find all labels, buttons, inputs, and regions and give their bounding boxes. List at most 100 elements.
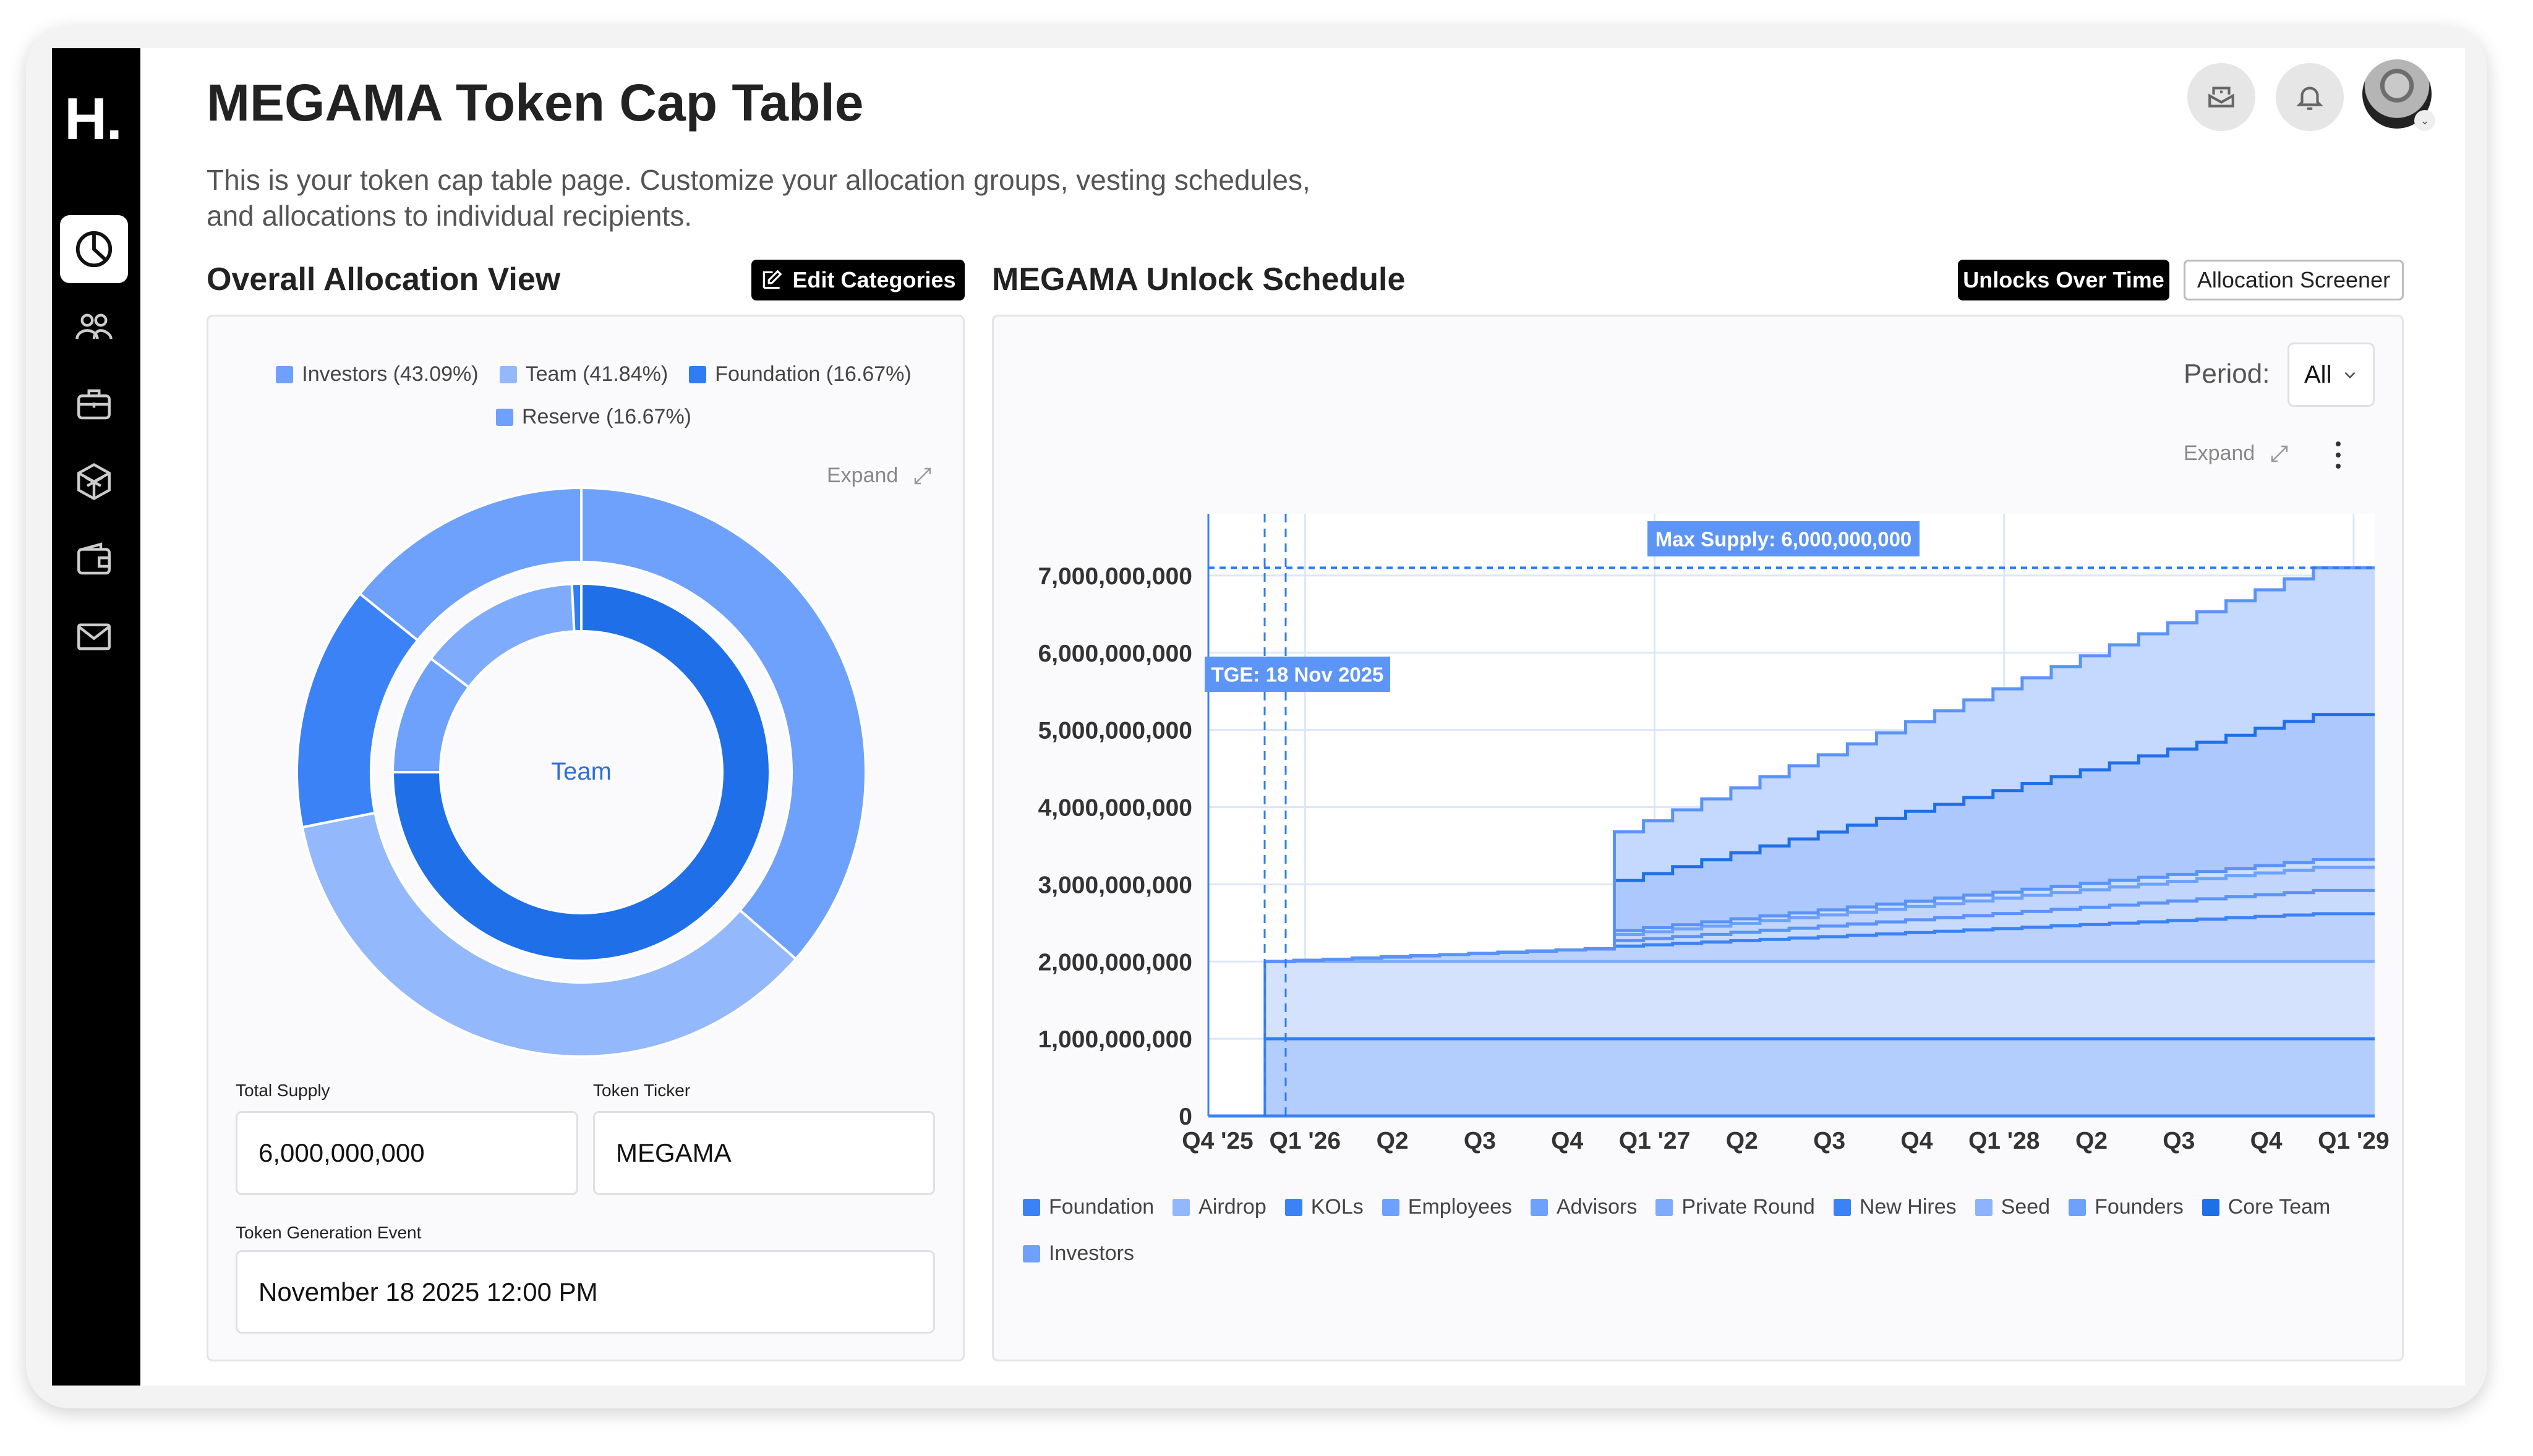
legend-item[interactable]: Advisors — [1531, 1195, 1637, 1219]
sidebar-item-cap-table[interactable] — [60, 215, 128, 283]
area-layer-0 — [1265, 1039, 2375, 1116]
total-supply-input[interactable]: 6,000,000,000 — [236, 1111, 578, 1195]
legend-item[interactable]: Reserve (16.67%) — [495, 405, 691, 429]
inbox-button[interactable] — [2187, 63, 2255, 131]
expand-label: Expand — [2184, 441, 2255, 465]
expand-icon — [2271, 445, 2288, 462]
legend-item[interactable]: Investors (43.09%) — [276, 362, 479, 386]
user-avatar[interactable]: ⌄ — [2362, 59, 2435, 131]
y-tick-label: 6,000,000,000 — [1038, 641, 1192, 667]
legend-item[interactable]: Seed — [1975, 1195, 2050, 1219]
total-supply-label: Total Supply — [236, 1081, 330, 1100]
legend-item[interactable]: New Hires — [1833, 1195, 1957, 1219]
expand-chart-button[interactable]: Expand — [2184, 441, 2291, 466]
legend-item[interactable]: Investors — [1023, 1241, 1134, 1266]
legend-label: Team (41.84%) — [525, 362, 668, 386]
more-options-button[interactable] — [2329, 438, 2347, 472]
legend-swatch — [1655, 1198, 1673, 1216]
legend-swatch — [1833, 1198, 1851, 1216]
legend-label: Investors — [1049, 1241, 1134, 1265]
period-select[interactable]: All — [2287, 343, 2375, 407]
legend-label: Core Team — [2228, 1195, 2331, 1219]
legend-swatch — [1023, 1198, 1040, 1216]
tge-annotation — [1205, 657, 1390, 692]
wallet-icon — [77, 542, 111, 575]
outer-ring-segment-1[interactable] — [301, 811, 798, 1058]
allocation-title: Overall Allocation View — [207, 262, 561, 297]
y-tick-label: 3,000,000,000 — [1038, 872, 1192, 898]
x-tick-label: Q4 '25 — [1182, 1128, 1254, 1154]
page-title: MEGAMA Token Cap Table — [207, 74, 864, 132]
legend-label: KOLs — [1310, 1195, 1364, 1219]
legend-item[interactable]: Private Round — [1655, 1195, 1815, 1219]
legend-swatch — [1173, 1198, 1190, 1216]
legend-item[interactable]: Core Team — [2202, 1195, 2331, 1219]
legend-item[interactable]: Founders — [2069, 1195, 2184, 1219]
sidebar-item-portfolio[interactable] — [60, 370, 128, 438]
unlock-schedule-title: MEGAMA Unlock Schedule — [992, 262, 1406, 297]
legend-label: Advisors — [1557, 1195, 1638, 1219]
inbox-icon — [2208, 87, 2234, 108]
sidebar-item-tokens[interactable] — [60, 448, 128, 516]
y-tick-label: 5,000,000,000 — [1038, 718, 1192, 744]
legend-label: Foundation (16.67%) — [715, 362, 912, 386]
sidebar-item-users[interactable] — [60, 293, 128, 361]
y-tick-label: 0 — [1179, 1104, 1192, 1130]
x-tick-label: Q2 — [1377, 1128, 1409, 1154]
legend-label: Airdrop — [1198, 1195, 1266, 1219]
series-line-7 — [1265, 566, 2375, 963]
legend-item[interactable]: Foundation (16.67%) — [689, 362, 912, 386]
legend-swatch — [689, 365, 707, 383]
token-ticker-label: Token Ticker — [593, 1081, 691, 1100]
mail-icon — [77, 623, 111, 650]
unlock-legend: Foundation Airdrop KOLs Employees Advisors Pr… — [1023, 1195, 2377, 1266]
sidebar-item-wallet[interactable] — [60, 526, 128, 594]
tab-allocation-screener[interactable]: Allocation Screener — [2184, 260, 2404, 300]
legend-label: Employees — [1407, 1195, 1512, 1219]
inner-ring-segment-0[interactable] — [391, 582, 771, 962]
legend-swatch — [499, 365, 517, 383]
y-tick-label: 2,000,000,000 — [1038, 949, 1192, 976]
expand-label: Expand — [827, 464, 899, 487]
legend-label: Private Round — [1681, 1195, 1815, 1219]
tge-annotation-text: TGE: 18 Nov 2025 — [1211, 663, 1384, 686]
legend-swatch — [1023, 1245, 1040, 1262]
x-tick-label: Q1 '29 — [2318, 1128, 2390, 1154]
expand-donut-button[interactable]: Expand — [827, 464, 934, 488]
tab-unlocks-over-time[interactable]: Unlocks Over Time — [1958, 260, 2169, 300]
users-icon — [75, 313, 113, 339]
legend-swatch — [1531, 1198, 1548, 1216]
legend-label: New Hires — [1859, 1195, 1957, 1219]
token-ticker-input[interactable]: MEGAMA — [593, 1111, 935, 1195]
edit-categories-button[interactable]: Edit Categories — [751, 260, 965, 300]
expand-icon — [915, 467, 931, 484]
legend-swatch — [276, 365, 294, 383]
sidebar: H. — [52, 48, 140, 1386]
legend-item[interactable]: Foundation — [1023, 1195, 1154, 1219]
legend-item[interactable]: KOLs — [1284, 1195, 1364, 1219]
outer-ring-segment-3[interactable] — [358, 486, 583, 642]
legend-swatch — [495, 408, 513, 426]
legend-item[interactable]: Employees — [1382, 1195, 1512, 1219]
pie-chart-icon — [75, 231, 113, 268]
legend-item[interactable]: Airdrop — [1173, 1195, 1266, 1219]
x-tick-label: Q1 '28 — [1968, 1128, 2040, 1154]
x-tick-label: Q1 '26 — [1270, 1128, 1341, 1154]
notifications-button[interactable] — [2276, 63, 2344, 131]
legend-item[interactable]: Team (41.84%) — [499, 362, 668, 386]
tge-input[interactable]: November 18 2025 12:00 PM — [236, 1250, 935, 1334]
x-tick-label: Q4 — [1551, 1128, 1583, 1154]
edit-categories-label: Edit Categories — [792, 267, 956, 292]
page-description: This is your token cap table page. Custo… — [207, 164, 1310, 232]
x-tick-label: Q3 — [1464, 1128, 1496, 1154]
inner-ring-segment-3[interactable] — [570, 582, 583, 633]
cube-icon — [77, 462, 111, 501]
outer-ring-segment-0[interactable] — [580, 486, 867, 961]
kebab-dot — [2336, 453, 2341, 458]
sidebar-item-messages[interactable] — [60, 603, 128, 671]
legend-swatch — [2202, 1198, 2219, 1216]
logo: H. — [64, 86, 122, 152]
kebab-dot — [2336, 464, 2341, 469]
donut-center-label: Team — [551, 758, 612, 785]
edit-icon — [763, 270, 782, 289]
